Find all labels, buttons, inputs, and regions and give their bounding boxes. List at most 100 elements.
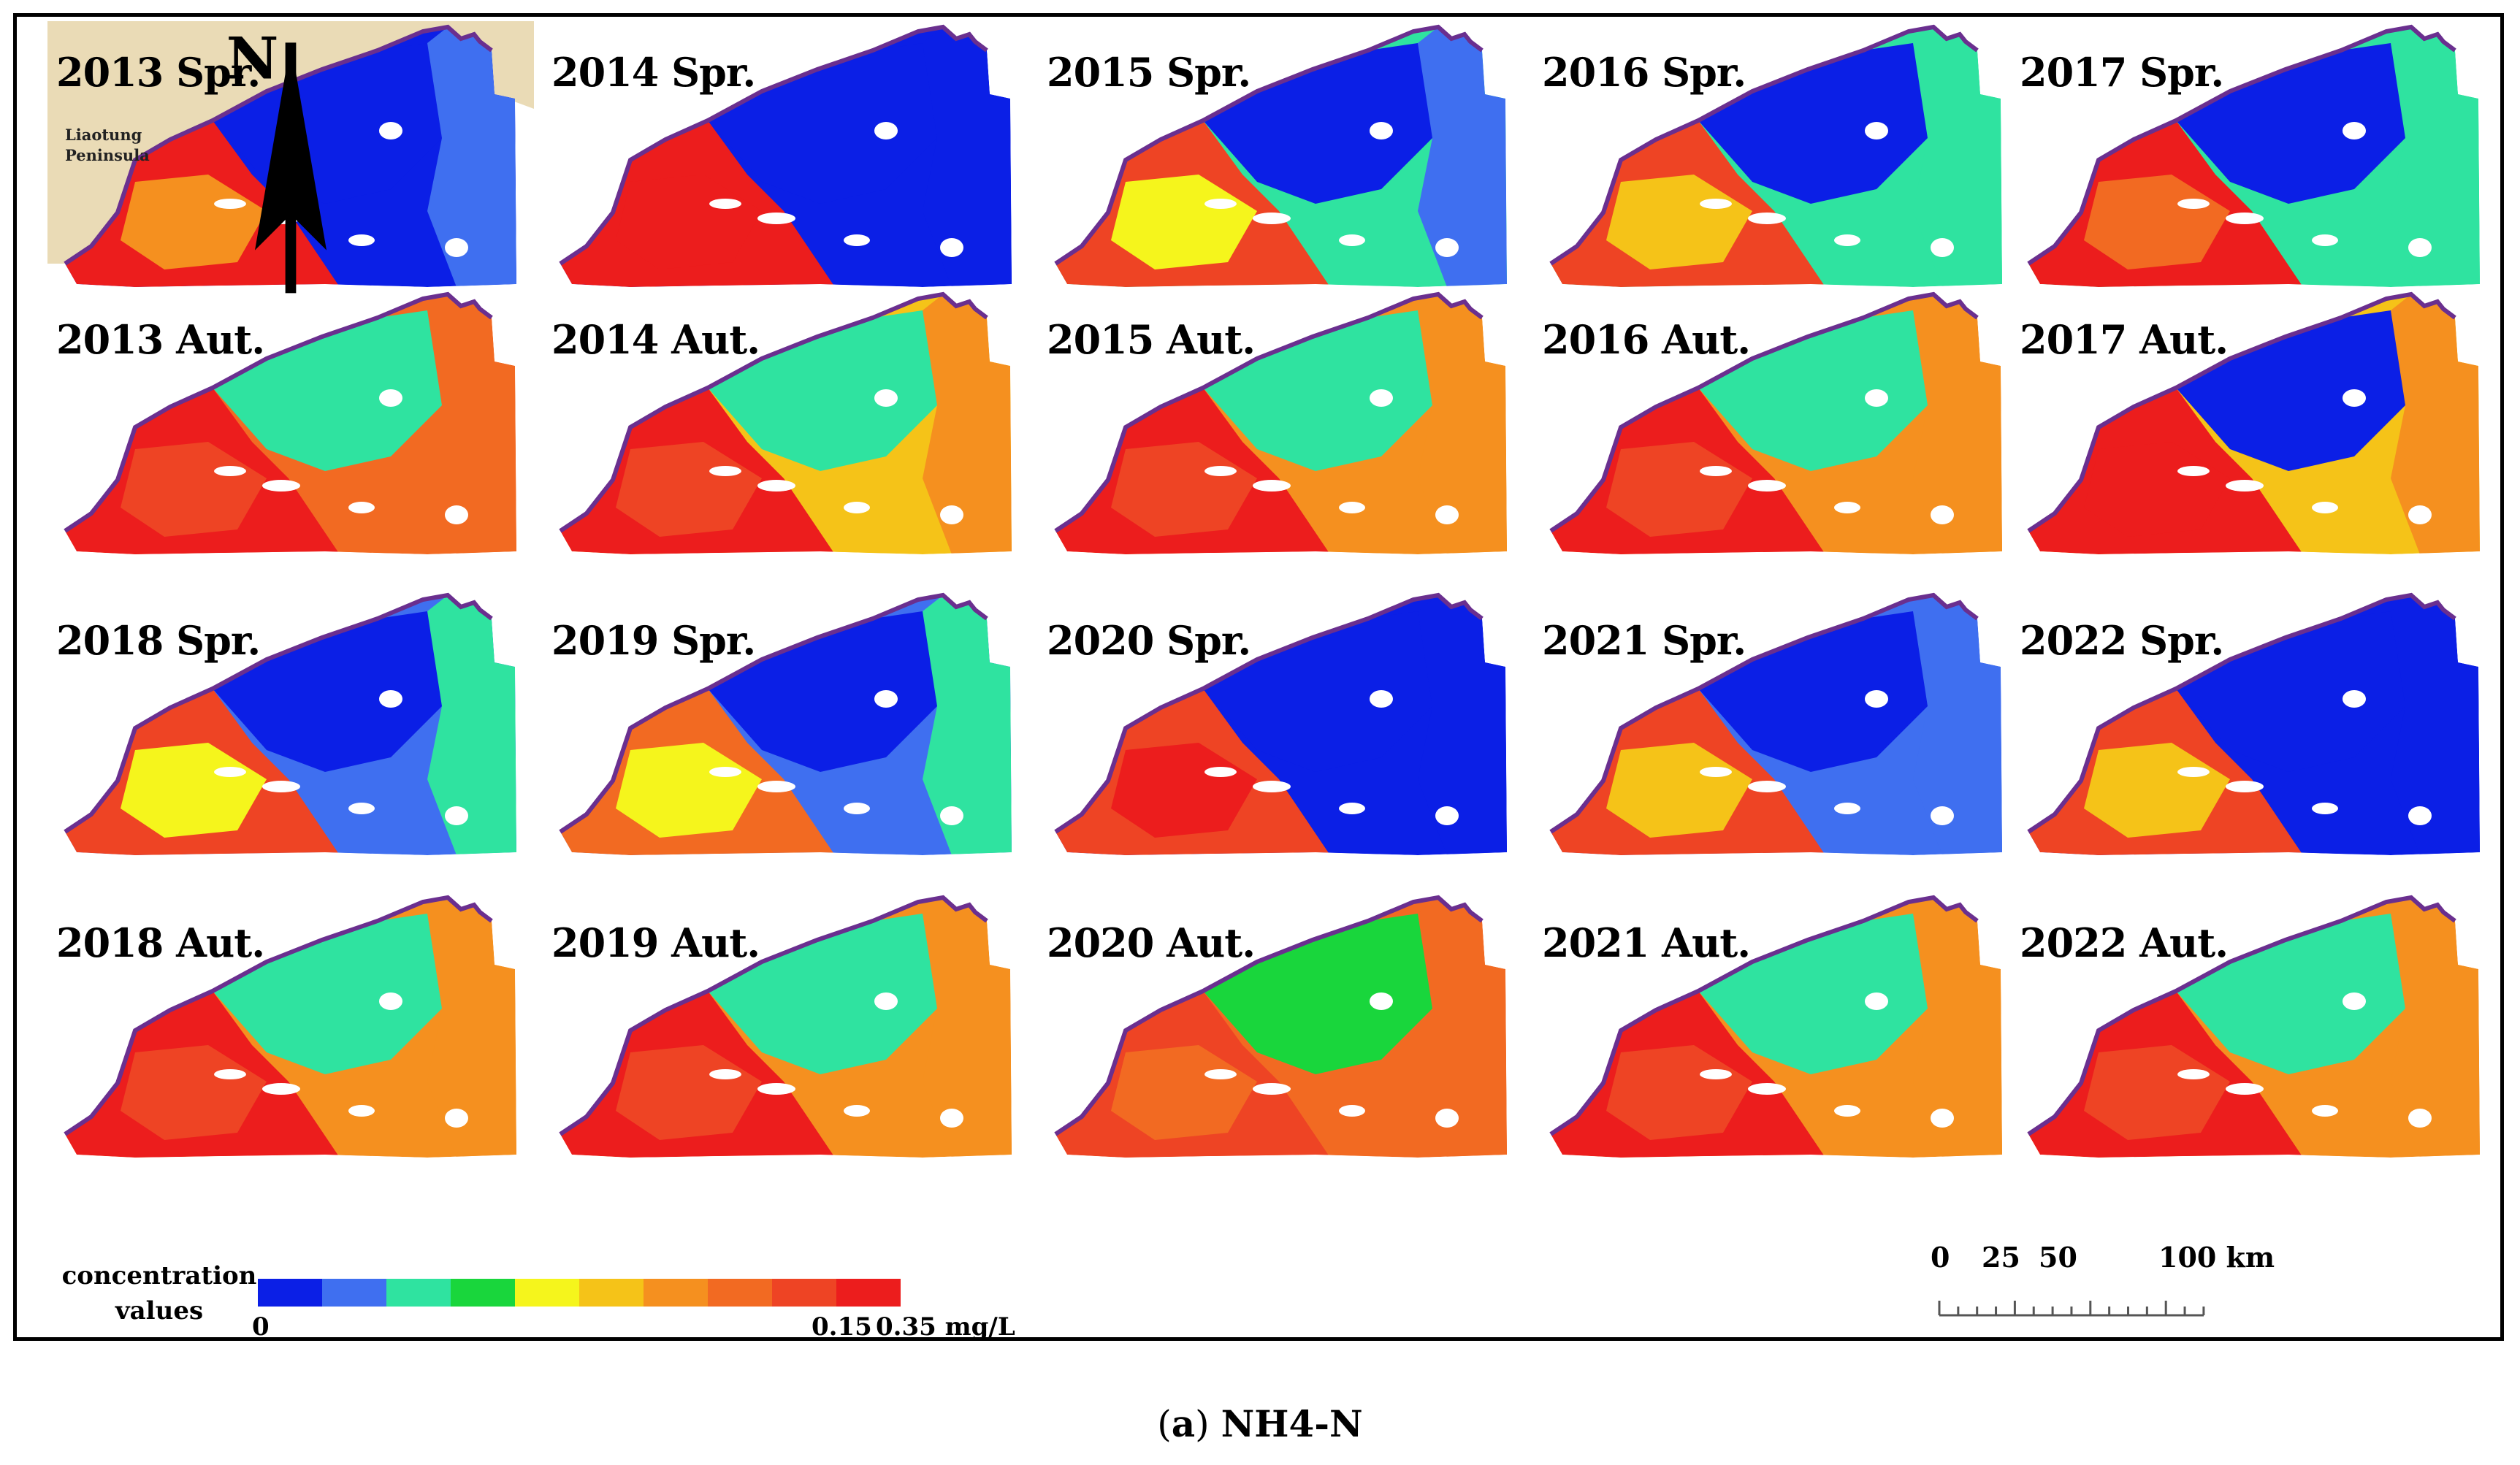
island bbox=[1253, 781, 1291, 792]
island bbox=[1931, 1109, 1954, 1128]
island bbox=[757, 213, 795, 224]
zone-east-edge bbox=[427, 595, 516, 855]
legend-color-ramp bbox=[258, 1279, 901, 1307]
coastline bbox=[1549, 592, 1979, 834]
island bbox=[1339, 1105, 1365, 1117]
caption-letter: a bbox=[1171, 1402, 1196, 1445]
island bbox=[1865, 389, 1888, 407]
panel-label: 2022 Spr. bbox=[2020, 617, 2224, 664]
island bbox=[2312, 234, 2338, 246]
zone-east-edge bbox=[2391, 898, 2480, 1158]
island bbox=[1204, 466, 1237, 476]
coastline bbox=[2027, 895, 2456, 1136]
island bbox=[2408, 505, 2432, 524]
island bbox=[379, 690, 402, 708]
island bbox=[1931, 238, 1954, 257]
zone-north-coast bbox=[213, 310, 457, 471]
coastline bbox=[1549, 895, 1979, 1136]
panel-label: 2020 Aut. bbox=[1047, 919, 1256, 966]
scale-label-25: 25 bbox=[1982, 1241, 2020, 1274]
island bbox=[262, 1083, 300, 1095]
island bbox=[1865, 992, 1888, 1010]
island bbox=[2177, 199, 2210, 209]
map-svg bbox=[2027, 291, 2480, 554]
legend-swatch bbox=[644, 1279, 708, 1307]
zone-north-coast bbox=[1203, 611, 1447, 772]
zone-north-coast bbox=[708, 43, 952, 204]
zone-east-edge bbox=[2391, 595, 2480, 855]
island bbox=[2408, 1109, 2432, 1128]
concentration-field bbox=[1551, 898, 2002, 1158]
coastline bbox=[64, 24, 493, 266]
map-panel: 2018 Spr. bbox=[47, 589, 534, 876]
panel-label: 2019 Aut. bbox=[551, 919, 760, 966]
zone-bay-patch bbox=[1606, 1045, 1752, 1140]
figure-frame: Liaotung Peninsula N 2013 Spr. 2014 Spr.… bbox=[13, 13, 2504, 1342]
map-panel: Liaotung Peninsula N 2013 Spr. bbox=[47, 21, 534, 307]
map-svg bbox=[1054, 895, 1507, 1158]
coastline bbox=[1054, 24, 1484, 266]
panel-label: 2016 Spr. bbox=[1542, 49, 1746, 96]
coastline bbox=[559, 592, 988, 834]
island bbox=[1748, 213, 1786, 224]
panel-label: 2021 Aut. bbox=[1542, 919, 1751, 966]
coastline bbox=[559, 291, 988, 533]
island bbox=[2177, 1069, 2210, 1079]
island bbox=[2226, 1083, 2264, 1095]
island bbox=[844, 1105, 870, 1117]
panel-label: 2014 Spr. bbox=[551, 49, 756, 96]
island bbox=[844, 803, 870, 814]
island bbox=[1339, 234, 1365, 246]
island bbox=[1748, 480, 1786, 491]
map-panel: 2018 Aut. bbox=[47, 892, 534, 1178]
map-panel: 2013 Aut. bbox=[47, 288, 534, 575]
panel-label: 2020 Spr. bbox=[1047, 617, 1251, 664]
coastline bbox=[1054, 592, 1484, 834]
map-svg bbox=[559, 291, 1012, 554]
island bbox=[214, 1069, 246, 1079]
map-svg bbox=[64, 895, 516, 1158]
scale-bar: 0 25 50 100 km bbox=[1931, 1229, 2340, 1339]
coastline bbox=[2027, 592, 2456, 834]
island bbox=[1435, 806, 1459, 825]
zone-bay-patch bbox=[616, 743, 762, 838]
zone-east-edge bbox=[1418, 27, 1507, 287]
map-svg bbox=[2027, 24, 2480, 287]
map-panel: 2021 Aut. bbox=[1533, 892, 2020, 1178]
island bbox=[2312, 502, 2338, 513]
island bbox=[1435, 505, 1459, 524]
island bbox=[1700, 1069, 1732, 1079]
coastline bbox=[2027, 24, 2456, 266]
island bbox=[1435, 238, 1459, 257]
zone-bay-patch bbox=[1606, 442, 1752, 537]
zone-bay-patch bbox=[616, 175, 762, 269]
island bbox=[1370, 122, 1393, 139]
zone-bay-patch bbox=[2084, 743, 2230, 838]
concentration-field bbox=[1551, 294, 2002, 554]
island bbox=[874, 690, 898, 708]
coastline bbox=[64, 592, 493, 834]
map-svg bbox=[1549, 24, 2002, 287]
legend-swatch bbox=[772, 1279, 836, 1307]
island bbox=[2226, 213, 2264, 224]
panel-label: 2015 Spr. bbox=[1047, 49, 1251, 96]
zone-east-edge bbox=[1913, 595, 2002, 855]
coastline bbox=[559, 895, 988, 1136]
island bbox=[940, 806, 963, 825]
island bbox=[214, 199, 246, 209]
concentration-field bbox=[1055, 294, 1507, 554]
map-svg bbox=[1549, 895, 2002, 1158]
map-svg bbox=[64, 592, 516, 855]
legend-swatch bbox=[515, 1279, 579, 1307]
island bbox=[214, 466, 246, 476]
zone-east-edge bbox=[2391, 27, 2480, 287]
panel-label: 2018 Spr. bbox=[56, 617, 261, 664]
legend-title: concentration values bbox=[61, 1261, 257, 1326]
map-svg bbox=[2027, 895, 2480, 1158]
zone-north-coast bbox=[213, 914, 457, 1074]
legend-swatch bbox=[322, 1279, 386, 1307]
coastline bbox=[559, 24, 988, 266]
zone-bay-patch bbox=[2084, 175, 2230, 269]
zone-bay-patch bbox=[1111, 175, 1257, 269]
zone-east-edge bbox=[1418, 294, 1507, 554]
